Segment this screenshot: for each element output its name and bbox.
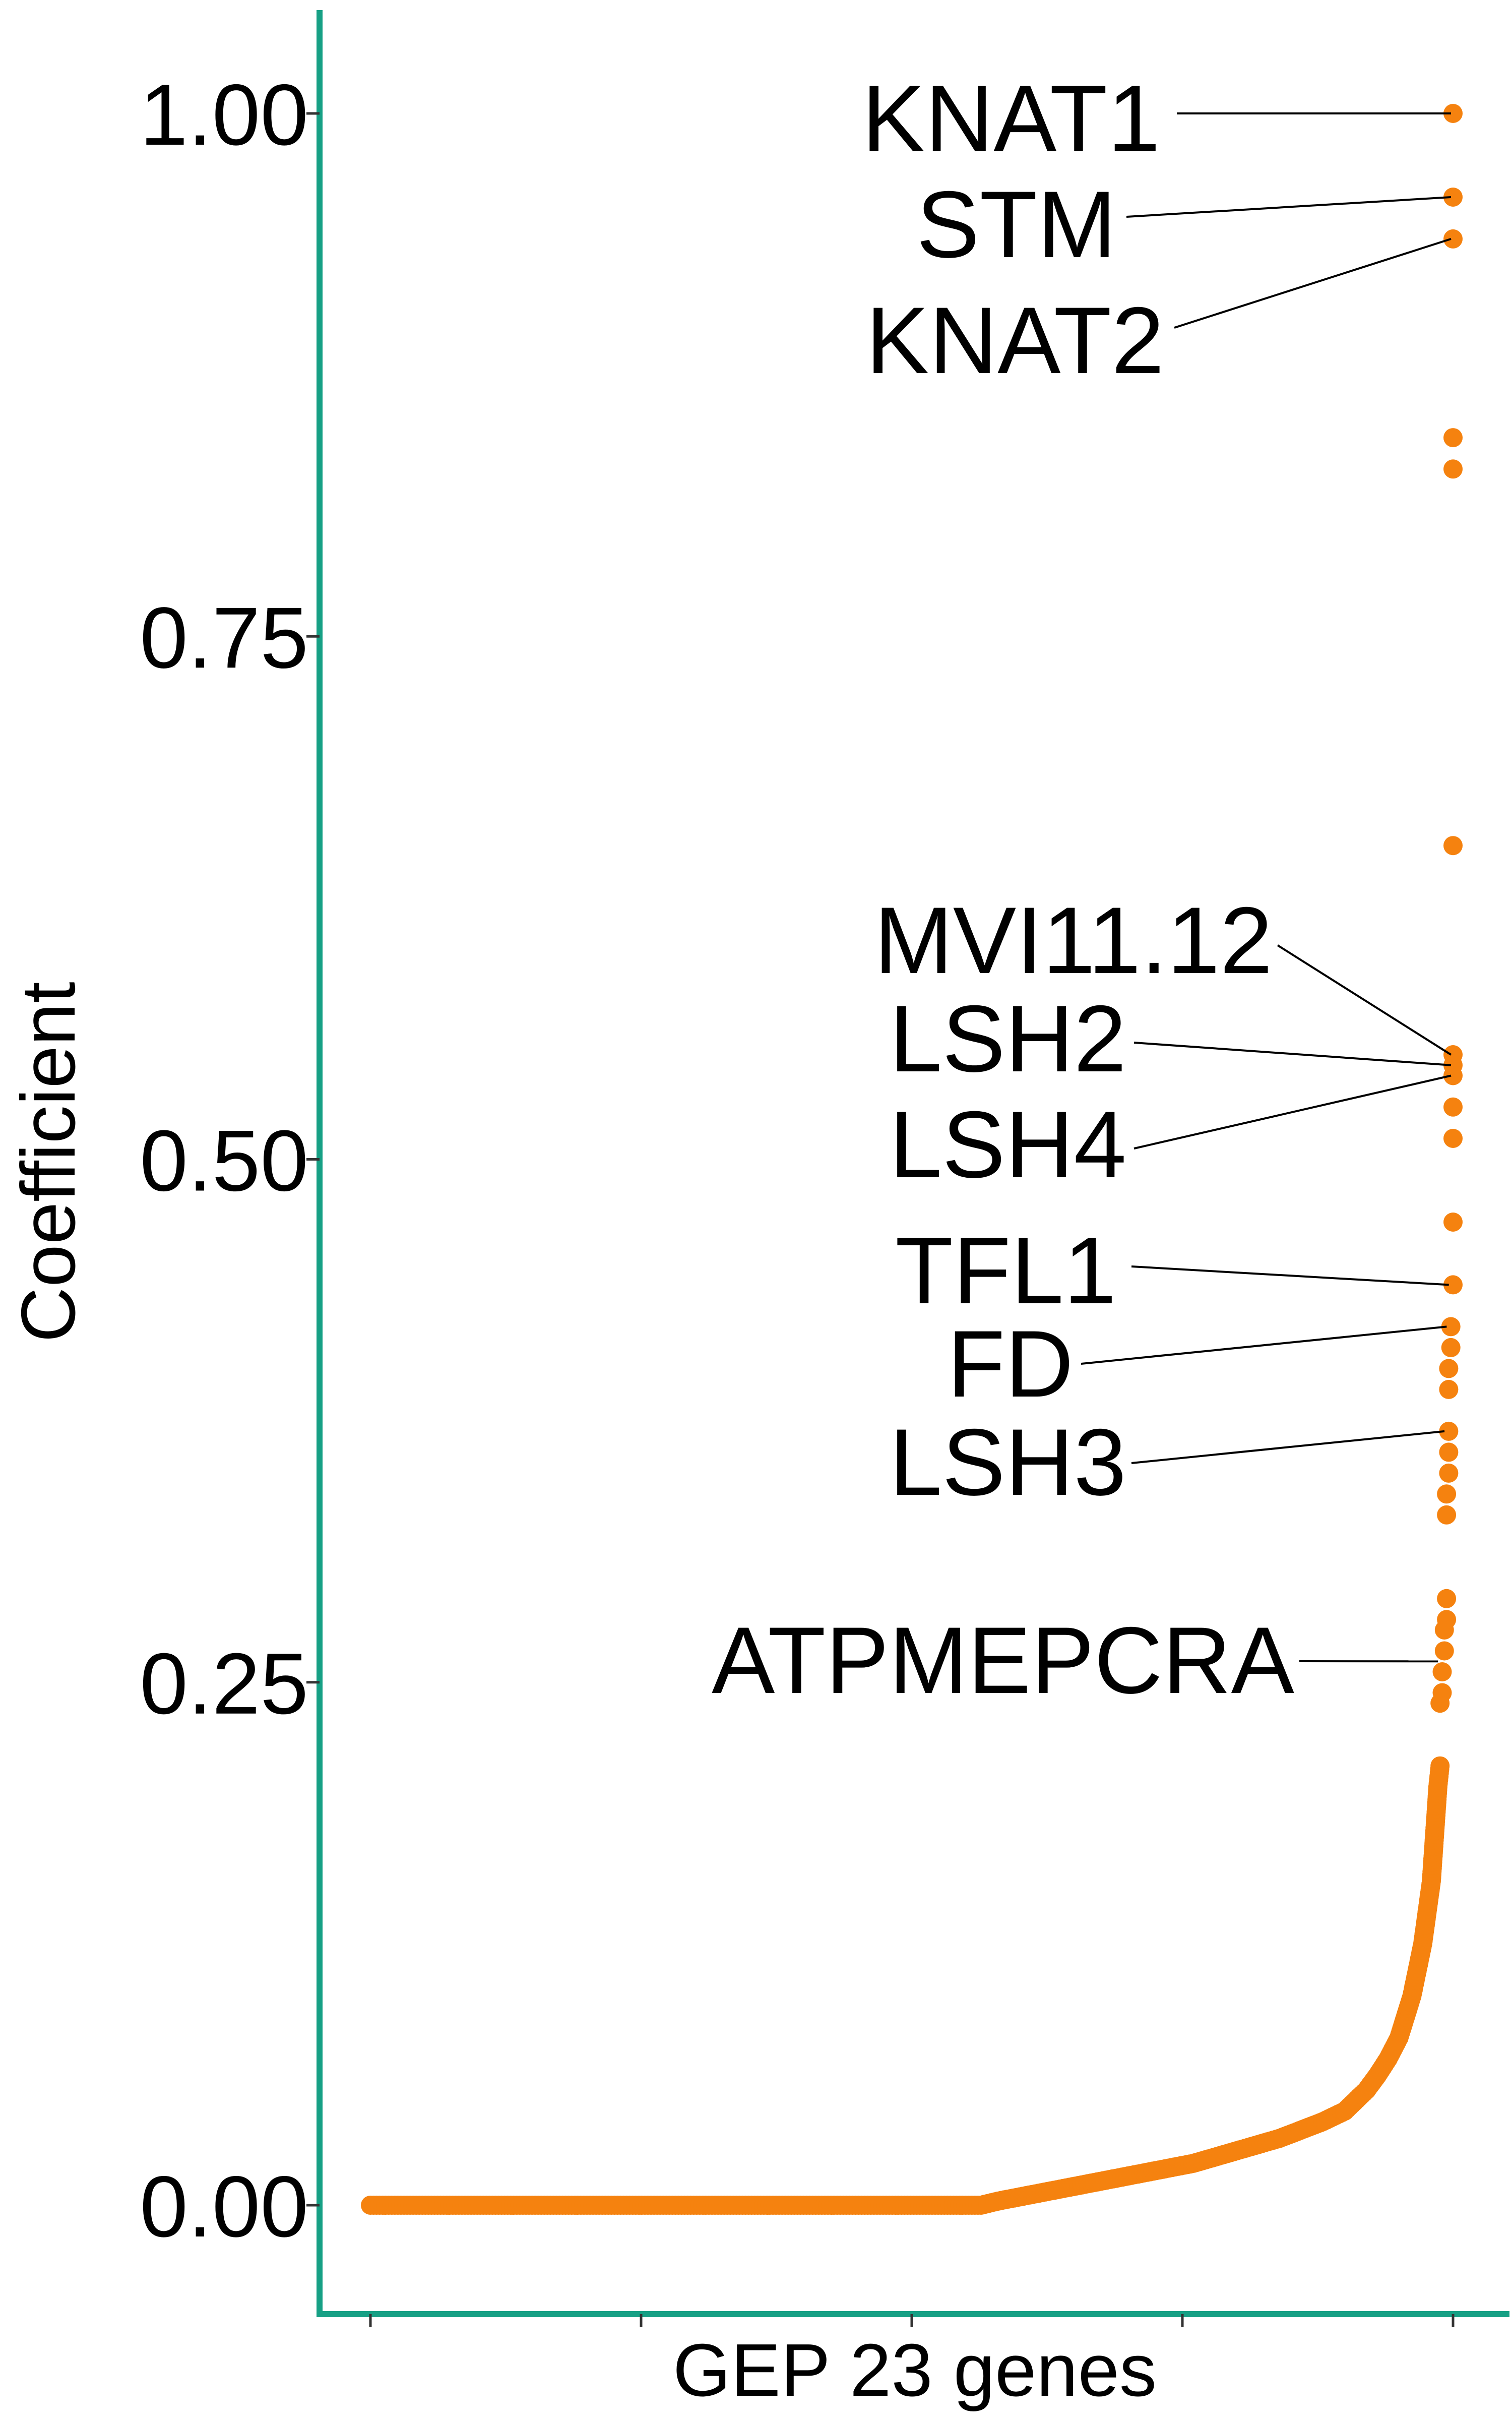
gene-label-atpmepcra: ATPMEPCRA	[712, 1607, 1295, 1713]
data-point	[1437, 1484, 1457, 1504]
data-point	[1441, 1317, 1461, 1337]
data-point	[1443, 836, 1463, 856]
data-point	[1443, 229, 1463, 249]
y-tick-label: 0.25	[140, 1636, 308, 1732]
leader-line-lsh3	[1131, 1430, 1445, 1464]
data-point	[1443, 188, 1463, 207]
data-point	[1437, 1589, 1457, 1608]
data-point	[1439, 1421, 1459, 1441]
data-point	[1439, 1379, 1459, 1399]
data-point	[1441, 1338, 1461, 1357]
data-point	[1439, 1463, 1459, 1483]
gene-label-knat1: KNAT1	[862, 66, 1160, 171]
data-point	[1437, 1505, 1457, 1525]
data-point	[1439, 1359, 1459, 1378]
data-point	[1443, 1129, 1463, 1148]
data-point	[1443, 1213, 1463, 1232]
leader-line-lsh4	[1133, 1074, 1452, 1150]
data-point	[1432, 1662, 1452, 1681]
gene-label-knat2: KNAT2	[866, 287, 1164, 393]
leader-line-stm	[1126, 196, 1452, 218]
leader-line-fd	[1081, 1325, 1447, 1365]
gene-label-mvi11-12: MVI11.12	[874, 887, 1273, 993]
y-tick-label: 0.00	[140, 2158, 308, 2255]
leader-line-mvi11-12	[1277, 944, 1452, 1056]
data-point	[1437, 1610, 1457, 1629]
y-axis-label: Coefficient	[6, 982, 91, 1342]
data-point	[1439, 1442, 1459, 1462]
x-axis-label: GEP 23 genes	[673, 2329, 1157, 2412]
leader-line-knat2	[1174, 237, 1452, 329]
data-point	[1443, 428, 1463, 448]
gene-label-stm: STM	[916, 171, 1116, 277]
leader-line-lsh2	[1133, 1042, 1452, 1066]
gene-label-lsh4: LSH4	[890, 1092, 1126, 1197]
data-point	[1443, 1275, 1463, 1295]
data-point	[1443, 459, 1463, 479]
gene-label-lsh2: LSH2	[890, 986, 1126, 1092]
data-point	[1434, 1641, 1454, 1661]
data-point	[1443, 1097, 1463, 1117]
data-point	[1443, 1045, 1463, 1064]
y-tick-label: 1.00	[140, 67, 308, 163]
leader-line-tfl1	[1131, 1265, 1449, 1286]
gene-label-lsh3: LSH3	[890, 1409, 1126, 1515]
data-point	[1443, 104, 1463, 123]
data-points	[361, 104, 1463, 2215]
gene-label-fd: FD	[947, 1311, 1074, 1417]
axes: 0.00 0.25 0.50 0.75 1.00	[140, 10, 1509, 2327]
data-point	[1432, 1683, 1452, 1703]
y-tick-label: 0.75	[140, 589, 308, 686]
gene-label-tfl1: TFL1	[895, 1218, 1116, 1323]
data-point	[1430, 1756, 1450, 1776]
y-tick-label: 0.50	[140, 1113, 308, 1209]
